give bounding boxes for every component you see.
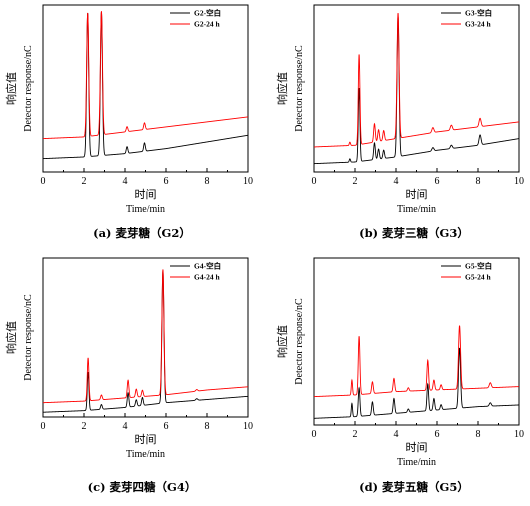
y-axis-label: Detector response/nC	[23, 294, 34, 381]
x-axis-label: Time/min	[126, 204, 165, 215]
panel-caption: (c) 麦芽四糖（G4）	[88, 480, 197, 494]
x-axis-label: Time/min	[126, 449, 165, 460]
legend-entry: G2-24 h	[194, 20, 220, 29]
series-line-2	[42, 11, 249, 140]
legend-entry: G4-24 h	[194, 273, 220, 282]
x-tick-label: 4	[394, 176, 399, 187]
series-line-2	[42, 269, 249, 404]
y-axis-label: Detector response/nC	[294, 298, 305, 385]
plot-frame	[42, 257, 249, 418]
x-tick-label: 2	[353, 176, 358, 187]
chart-panel-3: 0 2 4 6 8 10 时间 Time/min Detector response/nC 响应值…	[4, 257, 253, 460]
legend-entry: G3-24 h	[465, 20, 491, 29]
x-tick-label: 10	[243, 176, 253, 187]
x-tick-label: 2	[82, 176, 87, 187]
x-axis-label-cn: 时间	[135, 433, 157, 446]
y-axis-label: Detector response/nC	[23, 45, 34, 132]
x-tick-label: 0	[41, 176, 46, 187]
x-tick-label: 0	[312, 176, 317, 187]
y-axis-label: Detector response/nC	[294, 45, 305, 132]
x-tick-label: 6	[435, 429, 440, 440]
x-axis-label-cn: 时间	[406, 188, 428, 201]
x-tick-label: 2	[353, 429, 358, 440]
x-tick-label: 8	[476, 429, 481, 440]
y-axis-label-cn: 响应值	[4, 72, 18, 105]
x-tick-label: 8	[205, 176, 210, 187]
legend: G4-空白 G4-24 h	[170, 261, 221, 282]
legend-entry: G3-空白	[465, 8, 492, 18]
x-axis-label: Time/min	[397, 457, 436, 468]
legend: G2-空白 G2-24 h	[170, 8, 221, 29]
legend-entry: G5-24 h	[465, 273, 491, 282]
x-tick-label: 6	[435, 176, 440, 187]
x-tick-label: 2	[82, 421, 87, 432]
x-axis-label: Time/min	[397, 204, 436, 215]
panel-caption: (d) 麦芽五糖（G5）	[359, 480, 469, 494]
legend-entry: G4-空白	[194, 261, 221, 271]
x-tick-label: 4	[123, 421, 128, 432]
x-tick-label: 8	[205, 421, 210, 432]
series-line-1	[42, 271, 249, 413]
panel-caption: (a) 麦芽糖（G2）	[93, 226, 191, 240]
series-line-1	[313, 16, 520, 165]
chart-panel-2: 0 2 4 6 8 10 时间 Time/min Detector response/nC 响应值…	[275, 4, 524, 215]
x-tick-label: 10	[243, 421, 253, 432]
x-tick-label: 4	[394, 429, 399, 440]
series-line-1	[42, 11, 249, 160]
y-axis-label-cn: 响应值	[275, 72, 289, 105]
x-tick-label: 6	[164, 421, 169, 432]
legend: G5-空白 G5-24 h	[441, 261, 492, 282]
chart-panel-1: 0 2 4 6 8 10 时间 Time/min Detector response/nC 响应值…	[4, 4, 253, 215]
x-tick-label: 0	[312, 429, 317, 440]
x-tick-label: 10	[514, 176, 524, 187]
x-tick-label: 10	[514, 429, 524, 440]
plot-frame	[313, 4, 520, 173]
chart-panel-4: 0 2 4 6 8 10 时间 Time/min Detector response/nC 响应值…	[275, 257, 524, 468]
x-tick-label: 6	[164, 176, 169, 187]
series-line-1	[313, 347, 520, 419]
plot-frame	[313, 257, 520, 426]
y-axis-label-cn: 响应值	[4, 321, 18, 354]
series-line-2	[313, 12, 520, 148]
legend-entry: G2-空白	[194, 8, 221, 18]
y-axis-label-cn: 响应值	[275, 325, 289, 358]
x-axis-label-cn: 时间	[135, 188, 157, 201]
x-tick-label: 0	[41, 421, 46, 432]
panel-caption: (b) 麦芽三糖（G3）	[359, 226, 469, 240]
legend: G3-空白 G3-24 h	[441, 8, 492, 29]
x-axis-label-cn: 时间	[406, 441, 428, 454]
series-line-2	[313, 325, 520, 398]
x-tick-label: 8	[476, 176, 481, 187]
legend-entry: G5-空白	[465, 261, 492, 271]
x-tick-label: 4	[123, 176, 128, 187]
